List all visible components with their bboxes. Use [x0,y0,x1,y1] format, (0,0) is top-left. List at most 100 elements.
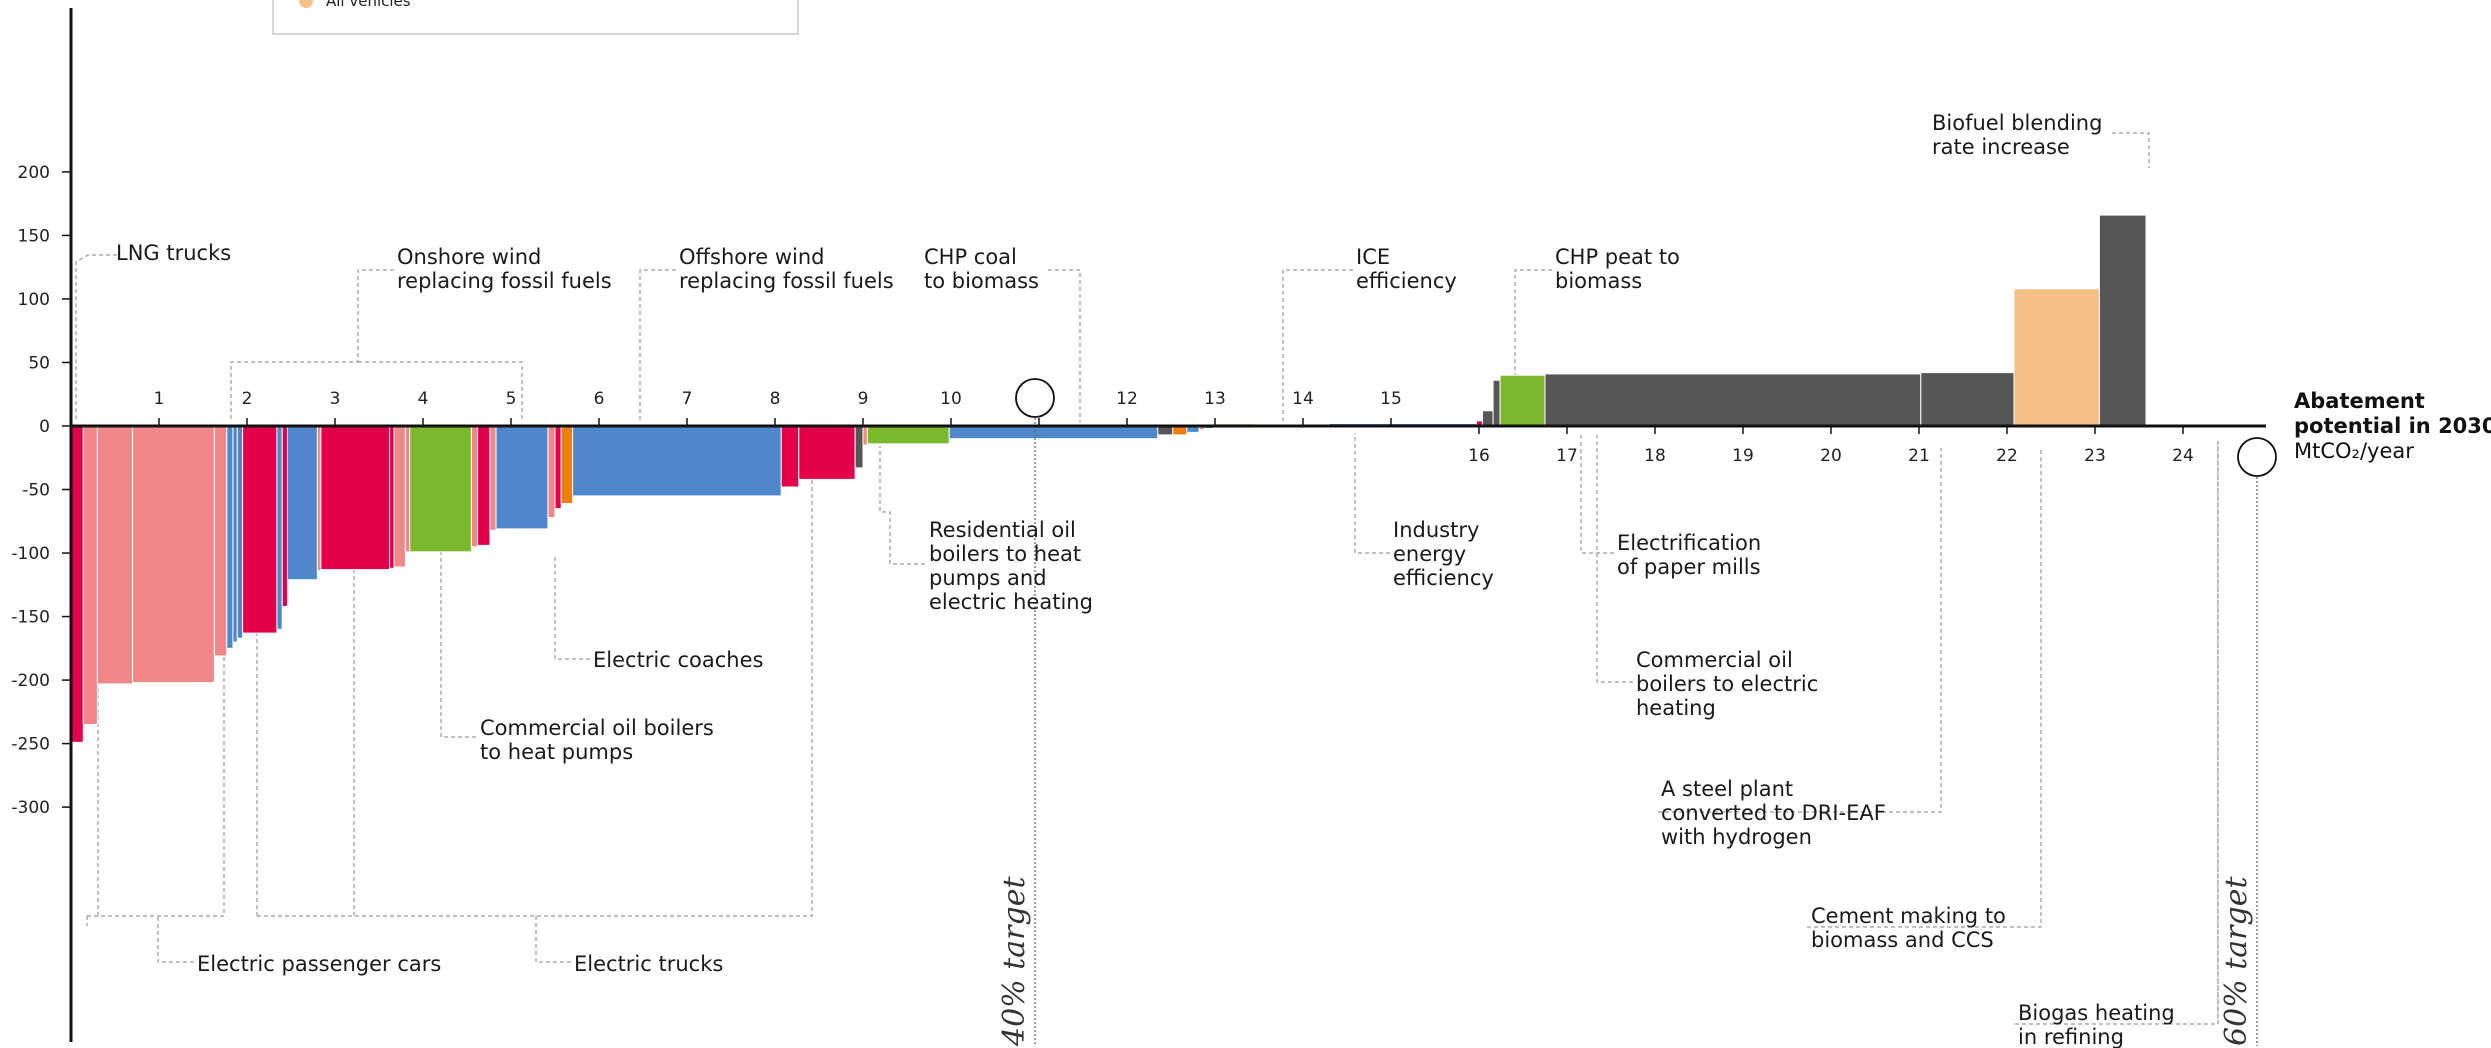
y-tick-label: 100 [18,290,50,310]
leader-line [2015,441,2219,1025]
target-label: 40% target [997,876,1032,1047]
leader-line [1807,448,2042,928]
bar-29 [854,425,864,469]
bar-26 [572,425,782,497]
x-tick-label: 10 [940,389,962,409]
bar-20 [477,425,491,546]
bar-25 [560,425,574,504]
annotation-label: Offshore wind replacing fossil fuels [679,245,894,293]
leader-line [1514,269,1552,422]
bar-27 [780,425,800,488]
bar-14 [320,425,390,571]
legend-label: All vehicles [326,0,411,10]
bar-10 [276,425,283,630]
x-axis-title-line2: potential in 2030 [2294,414,2491,438]
leader-line [257,426,813,917]
bar-19 [470,425,479,548]
bar-32 [948,425,1159,440]
x-axis-ticks: 1234567891011121314151617181920212223242… [154,389,2268,468]
x-tick-label: 13 [1204,389,1226,409]
bar-5 [213,425,228,657]
bar-44 [1499,374,1546,427]
bar-47 [2013,288,2100,427]
tick-25-circle [2237,437,2277,477]
bar-28 [798,425,856,480]
annotation-label: Electric trucks [574,952,723,976]
annotation-label: Commercial oil boilers to electric heating [1636,648,1818,720]
bar-13 [316,425,322,572]
x-tick-label: 22 [1996,446,2018,466]
annotation-label: A steel plant converted to DRI-EAF with hy… [1661,777,1886,849]
target-label: 60% target [2219,876,2254,1046]
leader-line [2112,132,2150,168]
leader-line [535,916,571,963]
x-tick-label: 12 [1116,389,1138,409]
annotation-label: CHP peat to biomass [1555,245,1680,293]
bar-43 [1492,379,1501,427]
x-tick-label: 23 [2084,446,2106,466]
x-tick-label: 20 [1820,446,1842,466]
tick-11-circle [1015,378,1055,418]
x-tick-label: 4 [418,389,429,409]
leader-line [554,557,590,660]
y-tick-label: -50 [22,481,50,501]
annotation-label: Electrification of paper mills [1617,531,1761,579]
y-tick-label: 150 [18,226,50,246]
bar-6 [226,425,234,649]
bar-15 [389,425,395,569]
x-tick-label: 14 [1292,389,1314,409]
x-axis-title: Abatement [2294,389,2425,413]
bar-23 [547,425,556,518]
leader-line [1658,448,1942,813]
y-tick-label: -100 [11,544,50,564]
leader-line [879,446,925,565]
bar-11 [281,425,289,607]
leader-line [639,269,676,422]
x-tick-label: 2 [242,389,253,409]
bar-7 [232,425,238,643]
annotation-label: Biofuel blending rate increase [1932,111,2102,159]
annotation-label: Electric passenger cars [197,952,441,976]
bar-3 [96,425,134,685]
bar-30 [862,425,868,446]
x-axis-unit: MtCO₂/year [2294,439,2414,463]
y-tick-label: 0 [39,417,50,437]
annotation-label: CHP coal to biomass [924,245,1039,293]
bar-22 [495,425,549,530]
annotation-label: Electric coaches [593,648,763,672]
leader-line [358,361,523,422]
x-tick-label: 9 [858,389,869,409]
leader-line [440,517,476,738]
legend: All vehicles [272,0,799,35]
bar-12 [287,425,318,581]
x-tick-label: 8 [770,389,781,409]
y-tick-label: -300 [11,798,50,818]
annotation-label: Onshore wind replacing fossil fuels [397,245,612,293]
x-tick-label: 5 [506,389,517,409]
bar-42 [1482,410,1494,427]
y-tick-label: -200 [11,671,50,691]
x-tick-label: 15 [1380,389,1402,409]
y-tick-label: -150 [11,608,50,628]
bar-18 [409,425,472,553]
bar-24 [554,425,562,510]
y-tick-label: 200 [18,163,50,183]
target-lines: 40% target 60% target [997,418,2258,1047]
x-tick-label: 21 [1908,446,1930,466]
bar-45 [1544,373,1922,427]
x-tick-label: 16 [1468,446,1490,466]
annotation-label: Biogas heating in refining [2018,1001,2175,1048]
bar-21 [489,425,497,531]
x-tick-label: 6 [594,389,605,409]
annotation-label: Cement making to biomass and CCS [1811,904,2006,952]
bar-4 [132,425,215,684]
y-axis-ticks: 200 150 100 50 0 -50 -100 -150 -200 -250 -300 [11,163,71,818]
bar-46 [1920,372,2015,427]
y-tick-label: 50 [28,353,50,373]
x-tick-label: 19 [1732,446,1754,466]
bar-9 [242,425,278,634]
bar-17 [404,425,411,553]
x-tick-label: 1 [154,389,165,409]
x-tick-label: 18 [1644,446,1666,466]
leader-line [1048,269,1081,422]
